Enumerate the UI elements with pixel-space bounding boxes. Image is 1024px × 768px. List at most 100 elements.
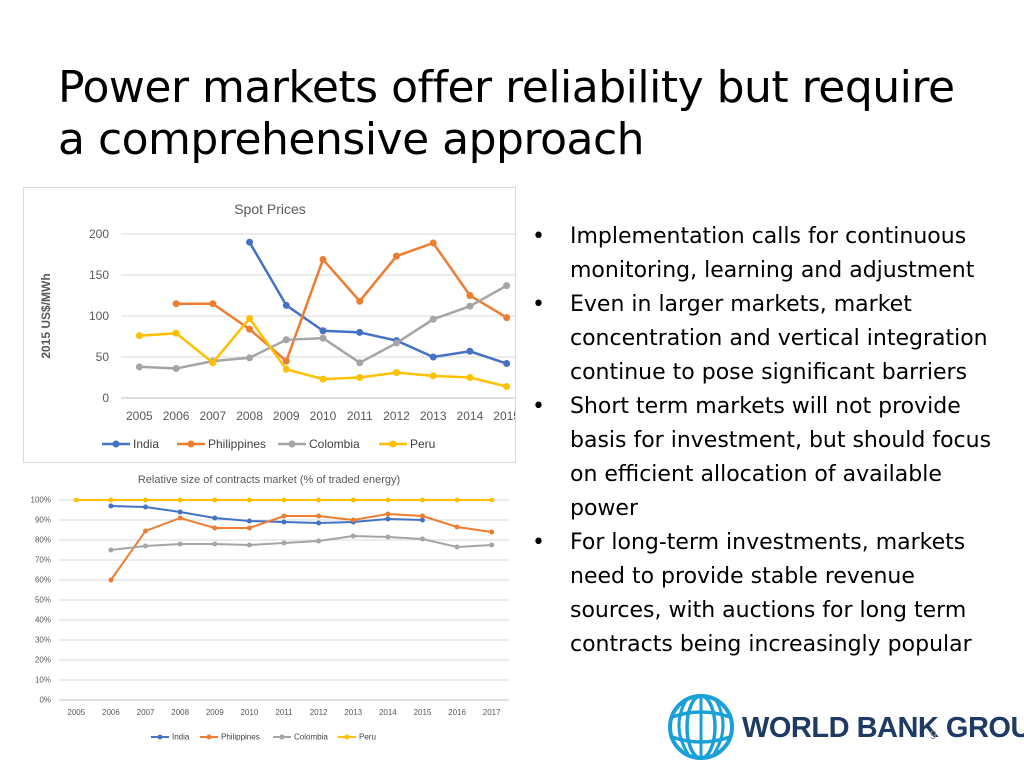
data-point-peru bbox=[454, 497, 460, 503]
y-tick-label: 20% bbox=[35, 656, 51, 665]
x-tick-label: 2015 bbox=[493, 409, 515, 423]
x-tick-label: 2007 bbox=[137, 708, 155, 717]
bullet-item: • For long-term investments, markets need… bbox=[532, 526, 1012, 662]
x-tick-label: 2010 bbox=[310, 409, 337, 423]
globe-icon bbox=[668, 694, 734, 760]
y-tick-label: 0% bbox=[39, 696, 51, 705]
data-point-philippines bbox=[316, 513, 322, 519]
bullet-symbol: • bbox=[532, 530, 545, 555]
x-tick-label: 2014 bbox=[379, 708, 397, 717]
data-point-philippines bbox=[466, 292, 474, 299]
chart-title: Spot Prices bbox=[234, 201, 306, 217]
data-point-peru bbox=[246, 497, 252, 503]
x-tick-label: 2008 bbox=[171, 708, 189, 717]
data-point-philippines bbox=[429, 239, 437, 247]
legend-marker bbox=[157, 734, 163, 740]
bullet-text: For long-term investments, markets need … bbox=[570, 530, 972, 657]
legend-label: Colombia bbox=[309, 437, 360, 451]
data-point-peru bbox=[489, 497, 495, 503]
bullet-symbol: • bbox=[532, 292, 545, 317]
data-point-philippines bbox=[350, 517, 356, 523]
logo-text: WORLD BANK GROUP bbox=[742, 712, 1024, 744]
data-point-philippines bbox=[454, 524, 460, 530]
data-point-peru bbox=[350, 497, 356, 503]
contracts-market-chart-svg: Relative size of contracts market (% of … bbox=[31, 474, 509, 742]
y-tick-label: 70% bbox=[35, 556, 51, 565]
x-tick-label: 2012 bbox=[310, 708, 328, 717]
data-point-colombia bbox=[212, 541, 218, 547]
data-point-peru bbox=[281, 497, 287, 503]
y-tick-label: 10% bbox=[35, 676, 51, 685]
data-point-philippines bbox=[392, 252, 400, 260]
data-point-philippines bbox=[503, 314, 511, 322]
data-point-philippines bbox=[319, 255, 327, 263]
legend-label: Philippines bbox=[208, 437, 266, 451]
x-tick-label: 2007 bbox=[199, 409, 226, 423]
data-point-philippines bbox=[489, 529, 495, 535]
legend-label: India bbox=[172, 733, 190, 742]
bullet-list: • Implementation calls for continuous mon… bbox=[532, 220, 1012, 662]
data-point-india bbox=[419, 517, 425, 523]
data-point-colombia bbox=[143, 543, 149, 549]
data-point-india bbox=[319, 327, 327, 335]
legend-marker bbox=[187, 440, 195, 448]
data-point-colombia bbox=[316, 538, 322, 544]
x-tick-label: 2008 bbox=[236, 409, 263, 423]
data-point-india bbox=[466, 347, 474, 355]
data-point-india bbox=[177, 509, 183, 515]
slide-title-line-1: Power markets offer reliability but requ… bbox=[58, 62, 955, 113]
series-line-colombia bbox=[139, 284, 508, 370]
x-tick-label: 2012 bbox=[383, 409, 410, 423]
chart-title: Relative size of contracts market (% of … bbox=[138, 474, 400, 486]
legend-label: Philippines bbox=[221, 733, 260, 742]
x-tick-label: 2009 bbox=[206, 708, 224, 717]
data-point-colombia bbox=[419, 536, 425, 542]
bullet-item: • Short term markets will not provide bas… bbox=[532, 390, 1012, 526]
data-point-india bbox=[212, 515, 218, 521]
data-point-philippines bbox=[282, 357, 290, 365]
data-point-peru bbox=[316, 497, 322, 503]
y-tick-label: 150 bbox=[89, 268, 109, 282]
data-point-colombia bbox=[172, 364, 180, 372]
legend-marker bbox=[206, 734, 212, 740]
data-point-india bbox=[143, 504, 149, 510]
data-point-philippines bbox=[419, 513, 425, 519]
data-point-philippines bbox=[108, 577, 114, 583]
data-point-peru bbox=[419, 497, 425, 503]
y-tick-label: 50 bbox=[96, 350, 110, 364]
series-line-philippines bbox=[176, 241, 508, 364]
data-point-india bbox=[282, 301, 290, 309]
y-tick-label: 80% bbox=[35, 536, 51, 545]
bullet-item: • Even in larger markets, market concentr… bbox=[532, 288, 1012, 390]
legend-marker bbox=[112, 440, 120, 448]
data-point-philippines bbox=[356, 297, 364, 305]
data-point-peru bbox=[503, 383, 511, 391]
world-bank-logo: WORLD BANK GROUP bbox=[666, 692, 1024, 762]
x-tick-label: 2016 bbox=[448, 708, 466, 717]
data-point-philippines bbox=[246, 525, 252, 531]
x-tick-label: 2015 bbox=[414, 708, 432, 717]
data-point-colombia bbox=[246, 354, 254, 362]
data-point-india bbox=[385, 516, 391, 522]
data-point-peru bbox=[466, 374, 474, 381]
slide-title: Power markets offer reliability but requ… bbox=[58, 62, 1018, 166]
data-point-peru bbox=[135, 332, 143, 340]
data-point-peru bbox=[282, 365, 290, 373]
data-point-india bbox=[503, 360, 511, 368]
data-point-india bbox=[316, 520, 322, 526]
data-point-peru bbox=[385, 497, 391, 503]
y-tick-label: 200 bbox=[89, 227, 109, 241]
series-line-philippines bbox=[110, 512, 492, 581]
x-tick-label: 2013 bbox=[344, 708, 362, 717]
x-tick-label: 2009 bbox=[273, 409, 300, 423]
x-tick-label: 2011 bbox=[347, 409, 373, 423]
data-point-colombia bbox=[454, 544, 460, 550]
contracts-market-chart: Relative size of contracts market (% of … bbox=[23, 466, 516, 748]
x-tick-label: 2006 bbox=[163, 409, 190, 423]
data-point-peru bbox=[429, 372, 437, 380]
legend-label: Peru bbox=[410, 437, 435, 451]
data-point-peru bbox=[212, 497, 218, 503]
y-tick-label: 100% bbox=[31, 496, 51, 505]
data-point-colombia bbox=[281, 540, 287, 546]
data-point-peru bbox=[319, 375, 327, 383]
